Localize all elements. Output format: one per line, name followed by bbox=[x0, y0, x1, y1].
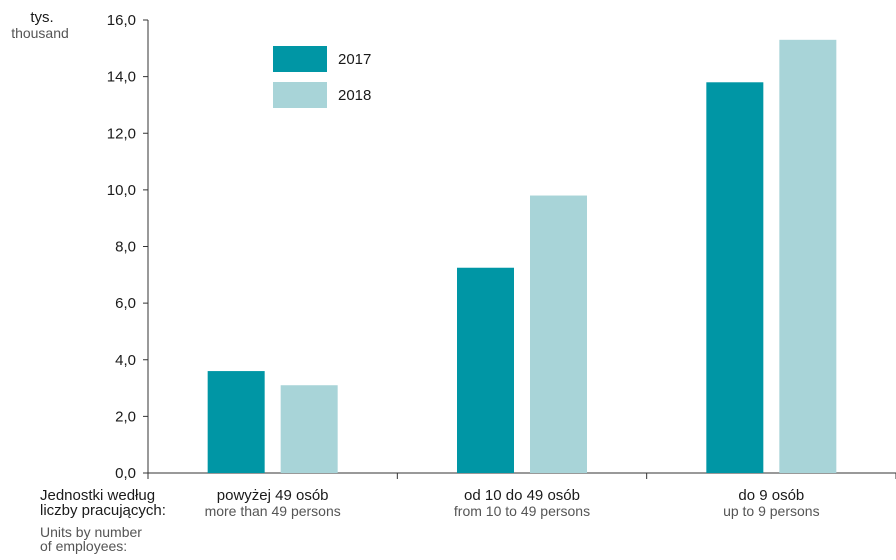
bar-2017-3 bbox=[706, 82, 764, 473]
y-tick-label: 16,0 bbox=[107, 12, 136, 29]
bars-group bbox=[207, 39, 837, 473]
y-tick-label: 14,0 bbox=[107, 69, 136, 86]
x-axis-title-en-line-1: Units by number bbox=[40, 524, 142, 540]
y-axis: 0,0 2,0 4,0 6,0 8,0 10,0 12,0 14,0 16,0 bbox=[107, 12, 149, 482]
legend-swatch-2017 bbox=[273, 46, 327, 72]
category-label-pl: powyżej 49 osób bbox=[217, 487, 329, 504]
category-label-en: from 10 to 49 persons bbox=[454, 503, 590, 519]
y-tick-label: 4,0 bbox=[115, 352, 136, 369]
y-tick-label: 10,0 bbox=[107, 182, 136, 199]
bar-2018-3 bbox=[779, 39, 837, 473]
category-label-pl: od 10 do 49 osób bbox=[464, 487, 580, 504]
legend-swatch-2018 bbox=[273, 82, 327, 108]
bar-2017-2 bbox=[457, 267, 514, 473]
y-unit-label-pl: tys. bbox=[30, 9, 53, 26]
bar-2018-1 bbox=[280, 385, 338, 473]
x-axis-title: Jednostki według liczby pracujących: Uni… bbox=[40, 487, 166, 554]
bar-2018-2 bbox=[530, 195, 587, 473]
y-unit-label: tys. thousand bbox=[11, 9, 69, 41]
x-axis-title-pl-line-2: liczby pracujących: bbox=[40, 502, 166, 519]
y-tick-label: 0,0 bbox=[115, 465, 136, 482]
y-tick-label: 8,0 bbox=[115, 239, 136, 256]
category-label-en: more than 49 persons bbox=[205, 503, 341, 519]
y-tick-label: 12,0 bbox=[107, 125, 136, 142]
category-label-en: up to 9 persons bbox=[723, 503, 820, 519]
y-tick-label: 6,0 bbox=[115, 295, 136, 312]
y-tick-label: 2,0 bbox=[115, 408, 136, 425]
legend-label-2017: 2017 bbox=[338, 51, 371, 68]
bar-2017-1 bbox=[207, 371, 265, 473]
x-axis bbox=[147, 472, 896, 479]
category-label-pl: do 9 osób bbox=[738, 487, 804, 504]
y-unit-label-en: thousand bbox=[11, 25, 69, 41]
legend-label-2018: 2018 bbox=[338, 87, 371, 104]
x-axis-title-pl-line-1: Jednostki według bbox=[40, 487, 155, 504]
x-axis-title-en-line-2: of employees: bbox=[40, 538, 127, 554]
legend: 2017 2018 bbox=[273, 46, 371, 108]
